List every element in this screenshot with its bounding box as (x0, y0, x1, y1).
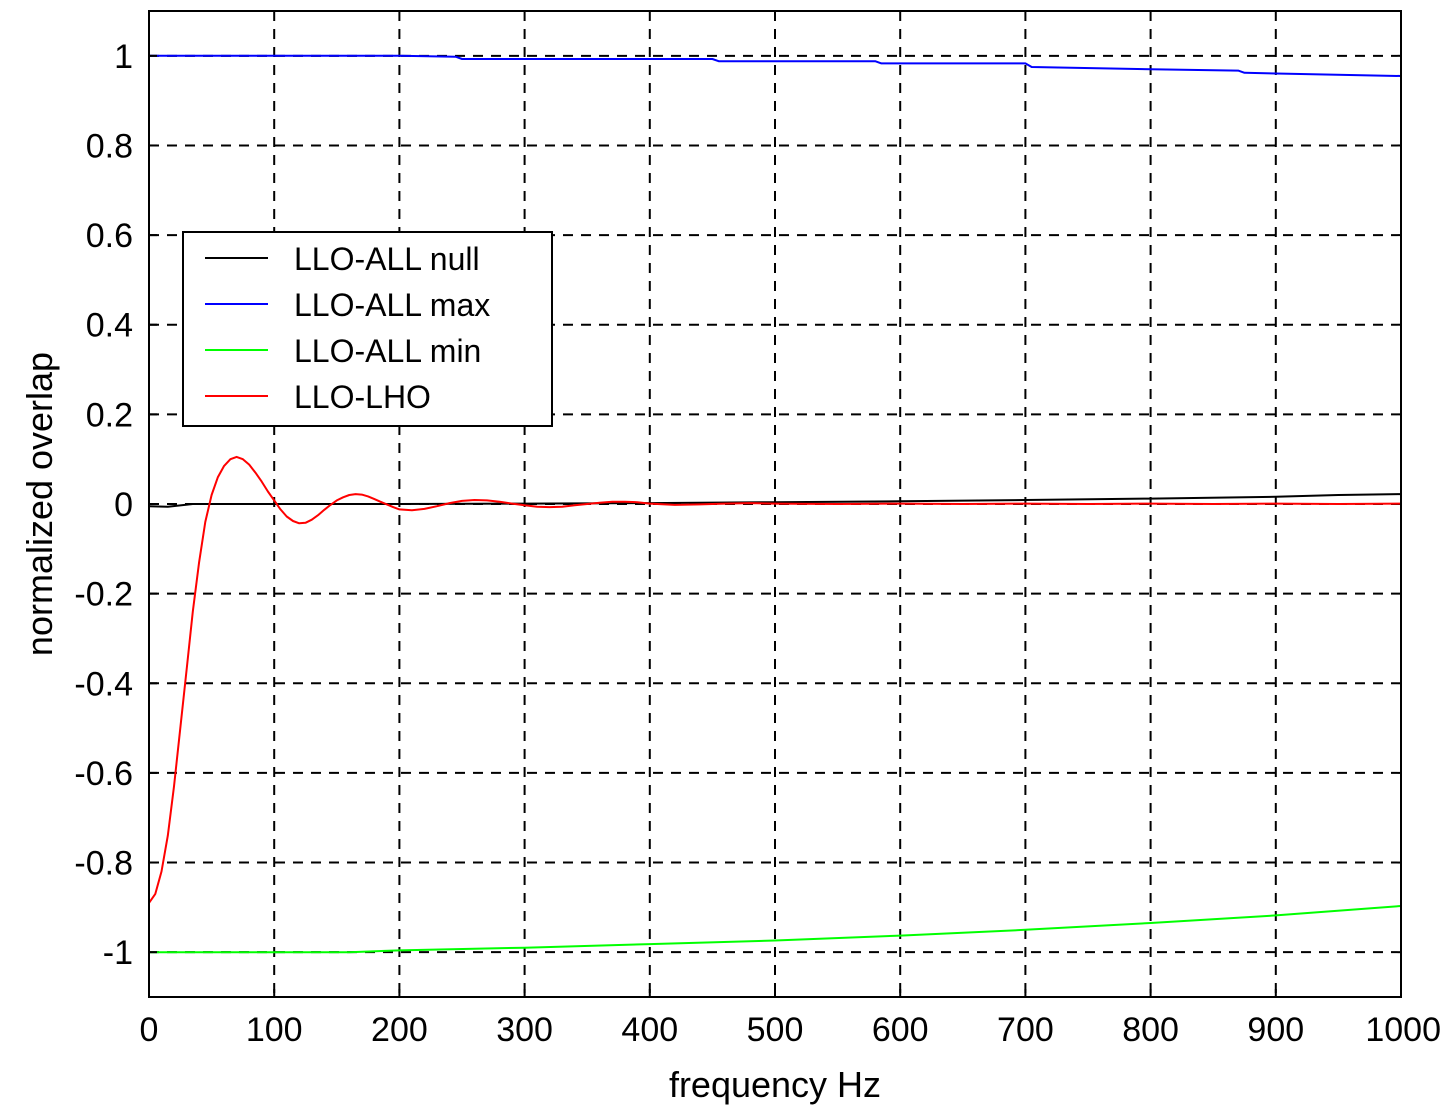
x-tick-label: 400 (621, 1011, 678, 1049)
x-tick-label: 200 (371, 1011, 428, 1049)
y-tick-label: 1 (114, 38, 133, 76)
y-tick-label: 0.8 (86, 127, 133, 165)
x-tick-label: 1000 (1365, 1011, 1441, 1049)
y-tick-label: -1 (103, 934, 133, 972)
x-tick-label: 100 (246, 1011, 303, 1049)
x-tick-label: 600 (872, 1011, 929, 1049)
legend-entry-label: LLO-LHO (294, 379, 431, 415)
legend-entry-label: LLO-ALL max (294, 287, 490, 323)
x-tick-label: 800 (1122, 1011, 1179, 1049)
x-axis-ticks: 0 100 200 300 400 500 600 700 800 900 1000 (140, 989, 1441, 1049)
series-line-2 (149, 905, 1402, 954)
x-tick-label: 700 (997, 1011, 1054, 1049)
series-lines (148, 54, 1402, 954)
legend-entry-label: LLO-ALL min (294, 333, 481, 369)
y-axis-label: normalized overlap (19, 352, 60, 656)
y-tick-label: -0.4 (74, 665, 133, 703)
series-line-0 (148, 493, 1402, 508)
series-line-1 (149, 54, 1402, 77)
y-tick-label: 0 (114, 486, 133, 524)
x-tick-label: 300 (496, 1011, 553, 1049)
y-tick-label: 0.6 (86, 217, 133, 255)
x-axis-label: frequency Hz (669, 1064, 881, 1105)
series-line-3 (148, 455, 1402, 904)
y-tick-label: 0.2 (86, 396, 133, 434)
y-tick-label: 0.4 (86, 307, 133, 345)
x-tick-label: 500 (747, 1011, 804, 1049)
x-tick-label: 900 (1247, 1011, 1304, 1049)
y-tick-label: -0.2 (74, 576, 133, 614)
y-axis-ticks: 1 0.8 0.6 0.4 0.2 0 -0.2 -0.4 -0.6 -0.8 -1 (74, 38, 157, 972)
legend-entry-label: LLO-ALL null (294, 241, 480, 277)
y-tick-label: -0.6 (74, 755, 133, 793)
y-tick-label: -0.8 (74, 845, 133, 883)
legend: LLO-ALL null LLO-ALL max LLO-ALL min LLO-LH… (182, 231, 553, 427)
legend-box (182, 231, 553, 427)
x-tick-label: 0 (140, 1011, 159, 1049)
